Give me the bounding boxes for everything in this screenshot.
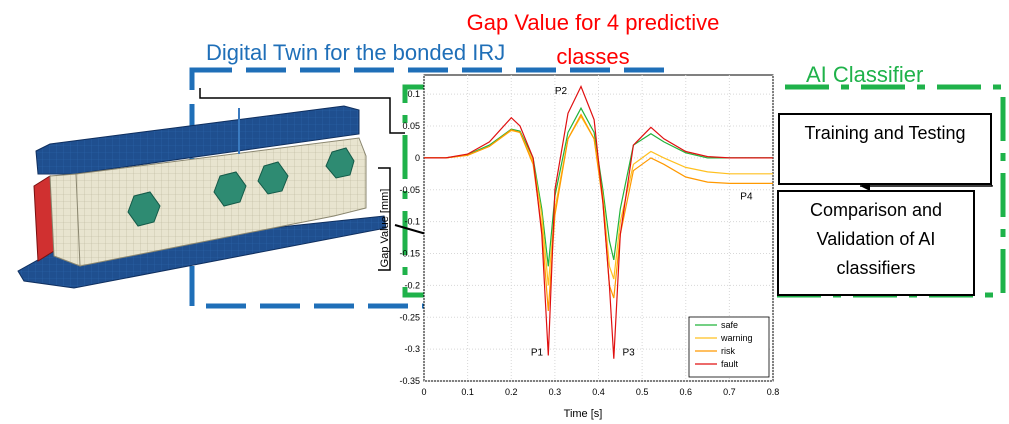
legend: safe warning risk fault xyxy=(688,316,770,378)
series-lines xyxy=(424,85,773,359)
series-line-fault xyxy=(424,85,773,359)
training-box xyxy=(778,113,992,185)
y-tick-label: -0.15 xyxy=(399,249,420,259)
training-text: Training and Testing xyxy=(804,123,966,143)
x-tick-label: 0.2 xyxy=(505,387,518,397)
legend-label-warning: warning xyxy=(720,333,753,343)
legend-label-safe: safe xyxy=(721,320,738,330)
x-tick-label: 0.7 xyxy=(723,387,736,397)
annotation-p2: P2 xyxy=(555,86,568,97)
y-axis-label: Gap Value [mm] xyxy=(379,189,391,268)
y-tick-label: 0.1 xyxy=(407,89,420,99)
legend-label-risk: risk xyxy=(721,346,735,356)
x-tick-label: 0.1 xyxy=(461,387,474,397)
y-tick-label: -0.25 xyxy=(399,312,420,322)
y-tick-label: 0.05 xyxy=(402,121,420,131)
legend-box xyxy=(688,316,770,378)
y-tick-label: -0.2 xyxy=(404,280,420,290)
x-tick-label: 0.8 xyxy=(767,387,780,397)
bolt-icons xyxy=(127,147,355,227)
tick-labels: 0 0.1 0.2 0.3 0.4 0.5 0.6 0.7 0.8 0.1 0.05 0 -0.05 -0… xyxy=(399,89,779,397)
annotation-p1: P1 xyxy=(531,348,544,359)
y-tick-label: -0.35 xyxy=(399,376,420,386)
y-tick-label: -0.3 xyxy=(404,344,420,354)
x-axis-label: Time [s] xyxy=(564,408,603,420)
x-tick-label: 0.4 xyxy=(592,387,605,397)
legend-label-fault: fault xyxy=(721,359,739,369)
x-tick-label: 0.5 xyxy=(636,387,649,397)
annotations: P1 P2 P3 P4 xyxy=(531,86,753,358)
x-tick-label: 0 xyxy=(421,387,426,397)
x-tick-label: 0.6 xyxy=(679,387,692,397)
digital-twin-title: Digital Twin for the bonded IRJ xyxy=(206,40,506,65)
series-line-risk xyxy=(424,113,773,311)
comparison-text: Comparison and Validation of AI classifi… xyxy=(809,200,943,278)
gap-value-chart: 0 0.1 0.2 0.3 0.4 0.5 0.6 0.7 0.8 0.1 0.05 0 -0.05 -0… xyxy=(379,74,779,420)
gap-value-title: Gap Value for 4 predictive classes xyxy=(466,10,720,69)
y-tick-label: -0.05 xyxy=(399,185,420,195)
annotation-p4: P4 xyxy=(740,191,753,202)
x-tick-label: 0.3 xyxy=(549,387,562,397)
comparison-box xyxy=(777,190,975,296)
y-tick-label: -0.1 xyxy=(404,217,420,227)
annotation-p3: P3 xyxy=(622,348,635,359)
y-tick-label: 0 xyxy=(415,153,420,163)
ai-classifier-title: AI Classifier xyxy=(806,62,924,87)
rail-model xyxy=(17,105,387,289)
